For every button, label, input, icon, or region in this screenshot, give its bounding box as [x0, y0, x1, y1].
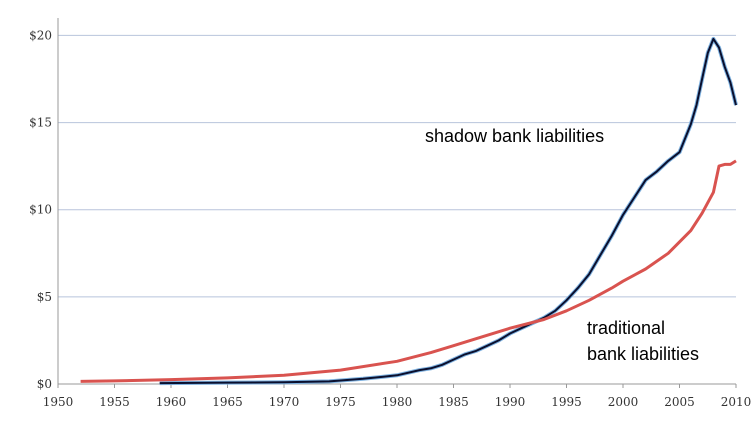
x-tick-label-1960: 1960 [156, 395, 187, 409]
x-tick-label-1965: 1965 [212, 395, 243, 409]
annotation-shadow-bank-liabilities: shadow bank liabilities [425, 126, 604, 146]
y-tick-label-0: $0 [37, 377, 52, 391]
x-tick-label-2000: 2000 [608, 395, 639, 409]
gridlines [58, 34, 736, 298]
series-traditional-bank-liabilities [80, 159, 737, 383]
x-tick-label-2005: 2005 [664, 395, 695, 409]
series-shadow-bank-liabilities [159, 37, 737, 385]
x-tick-label-1950: 1950 [43, 395, 74, 409]
annotation-traditional-line2: bank liabilities [587, 344, 699, 364]
annotation-traditional-line1: traditional [587, 318, 665, 338]
x-tick-label-1975: 1975 [325, 395, 356, 409]
tick-labels: $0 $5 $10 $15 $20 1950 1955 1960 1965 1970 1975 198… [29, 28, 751, 409]
x-tick-label-1995: 1995 [551, 395, 582, 409]
y-tick-label-10: $10 [29, 203, 52, 217]
x-tick-label-1990: 1990 [495, 395, 526, 409]
y-tick-label-5: $5 [37, 290, 52, 304]
x-tick-label-2010: 2010 [721, 395, 752, 409]
y-tick-label-20: $20 [29, 28, 52, 42]
x-tick-label-1955: 1955 [99, 395, 130, 409]
x-tick-label-1985: 1985 [438, 395, 469, 409]
series-lines [80, 36, 738, 386]
x-tick-label-1980: 1980 [382, 395, 413, 409]
y-tick-label-15: $15 [29, 116, 52, 130]
x-tick-label-1970: 1970 [269, 395, 300, 409]
